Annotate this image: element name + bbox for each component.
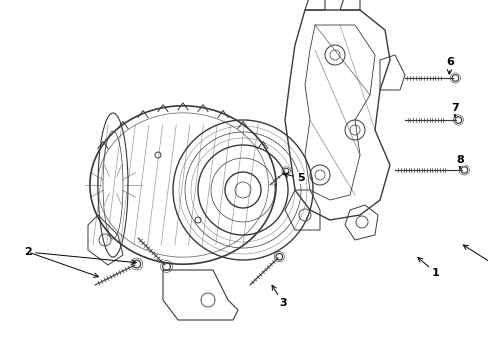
Text: 3: 3	[271, 285, 286, 308]
Text: 4: 4	[462, 245, 488, 275]
Text: 1: 1	[417, 257, 439, 278]
Text: 8: 8	[455, 155, 463, 169]
Text: 6: 6	[445, 57, 453, 74]
Text: 5: 5	[283, 173, 304, 183]
Text: 7: 7	[450, 103, 458, 117]
Text: 2: 2	[24, 247, 136, 264]
